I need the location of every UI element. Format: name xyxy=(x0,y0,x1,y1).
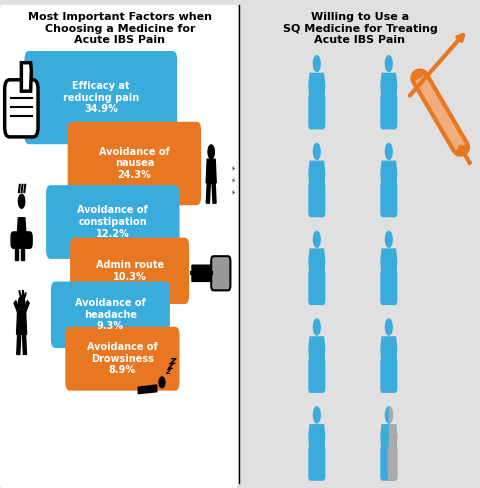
FancyBboxPatch shape xyxy=(308,446,318,481)
FancyBboxPatch shape xyxy=(380,446,390,481)
Text: Most Important Factors when
Choosing a Medicine for
Acute IBS Pain: Most Important Factors when Choosing a M… xyxy=(28,12,212,45)
Ellipse shape xyxy=(385,230,393,248)
FancyBboxPatch shape xyxy=(388,358,397,393)
Ellipse shape xyxy=(18,296,25,310)
Polygon shape xyxy=(389,424,397,451)
Wedge shape xyxy=(389,406,393,424)
Bar xyxy=(15,244,18,260)
Text: Avoidance of
constipation
12.2%: Avoidance of constipation 12.2% xyxy=(77,205,148,239)
Text: Avoidance of
nausea
24.3%: Avoidance of nausea 24.3% xyxy=(99,147,170,180)
FancyBboxPatch shape xyxy=(388,182,397,217)
FancyBboxPatch shape xyxy=(316,358,325,393)
FancyBboxPatch shape xyxy=(68,122,201,205)
Polygon shape xyxy=(22,62,31,91)
FancyBboxPatch shape xyxy=(388,94,397,129)
FancyBboxPatch shape xyxy=(70,238,189,304)
Text: z: z xyxy=(167,361,173,371)
Ellipse shape xyxy=(208,145,215,159)
Text: Admin route
10.3%: Admin route 10.3% xyxy=(96,260,164,282)
Text: ⚡: ⚡ xyxy=(230,178,235,184)
FancyBboxPatch shape xyxy=(316,182,325,217)
Ellipse shape xyxy=(385,406,393,424)
Polygon shape xyxy=(24,301,29,312)
FancyBboxPatch shape xyxy=(5,80,38,137)
FancyBboxPatch shape xyxy=(11,232,32,248)
Polygon shape xyxy=(308,248,325,275)
Polygon shape xyxy=(16,310,27,334)
FancyBboxPatch shape xyxy=(308,270,318,305)
Ellipse shape xyxy=(313,406,321,424)
Polygon shape xyxy=(380,424,397,451)
FancyBboxPatch shape xyxy=(308,94,318,129)
FancyBboxPatch shape xyxy=(388,446,397,481)
FancyBboxPatch shape xyxy=(380,270,390,305)
FancyBboxPatch shape xyxy=(380,182,390,217)
Polygon shape xyxy=(308,73,325,100)
Polygon shape xyxy=(212,183,216,203)
Ellipse shape xyxy=(385,142,393,160)
Polygon shape xyxy=(308,161,325,187)
Ellipse shape xyxy=(159,377,165,387)
Polygon shape xyxy=(23,334,26,354)
FancyBboxPatch shape xyxy=(211,256,230,290)
Polygon shape xyxy=(380,161,397,187)
FancyBboxPatch shape xyxy=(380,358,390,393)
Polygon shape xyxy=(14,301,19,312)
FancyBboxPatch shape xyxy=(46,185,180,259)
FancyBboxPatch shape xyxy=(388,446,397,481)
FancyBboxPatch shape xyxy=(316,446,325,481)
Bar xyxy=(21,244,24,260)
Polygon shape xyxy=(206,183,210,203)
Polygon shape xyxy=(380,336,397,363)
Text: Avoidance of
headache
9.3%: Avoidance of headache 9.3% xyxy=(75,298,146,331)
Ellipse shape xyxy=(313,142,321,160)
FancyBboxPatch shape xyxy=(191,264,212,282)
FancyBboxPatch shape xyxy=(316,270,325,305)
FancyBboxPatch shape xyxy=(51,282,170,348)
FancyBboxPatch shape xyxy=(65,327,180,390)
Text: ⚡: ⚡ xyxy=(230,190,235,196)
FancyBboxPatch shape xyxy=(24,51,177,144)
Polygon shape xyxy=(308,424,325,451)
Polygon shape xyxy=(380,248,397,275)
Polygon shape xyxy=(17,218,26,238)
Text: Willing to Use a
SQ Medicine for Treating
Acute IBS Pain: Willing to Use a SQ Medicine for Treatin… xyxy=(283,12,437,45)
Polygon shape xyxy=(17,334,21,354)
Ellipse shape xyxy=(385,55,393,72)
Polygon shape xyxy=(207,164,215,176)
FancyBboxPatch shape xyxy=(308,182,318,217)
Text: Avoidance of
Drowsiness
8.9%: Avoidance of Drowsiness 8.9% xyxy=(87,342,158,375)
Text: z: z xyxy=(169,356,176,366)
Polygon shape xyxy=(308,336,325,363)
Polygon shape xyxy=(138,385,156,394)
Ellipse shape xyxy=(385,318,393,336)
Polygon shape xyxy=(380,73,397,100)
FancyBboxPatch shape xyxy=(380,94,390,129)
Text: Efficacy at
reducing pain
34.9%: Efficacy at reducing pain 34.9% xyxy=(63,81,139,114)
Ellipse shape xyxy=(313,230,321,248)
FancyBboxPatch shape xyxy=(388,270,397,305)
Ellipse shape xyxy=(18,194,25,208)
FancyBboxPatch shape xyxy=(0,5,238,488)
Ellipse shape xyxy=(313,55,321,72)
FancyBboxPatch shape xyxy=(316,94,325,129)
Text: ⚡: ⚡ xyxy=(230,166,235,172)
Polygon shape xyxy=(206,159,216,183)
Ellipse shape xyxy=(313,318,321,336)
Text: z: z xyxy=(165,367,170,376)
FancyBboxPatch shape xyxy=(308,358,318,393)
